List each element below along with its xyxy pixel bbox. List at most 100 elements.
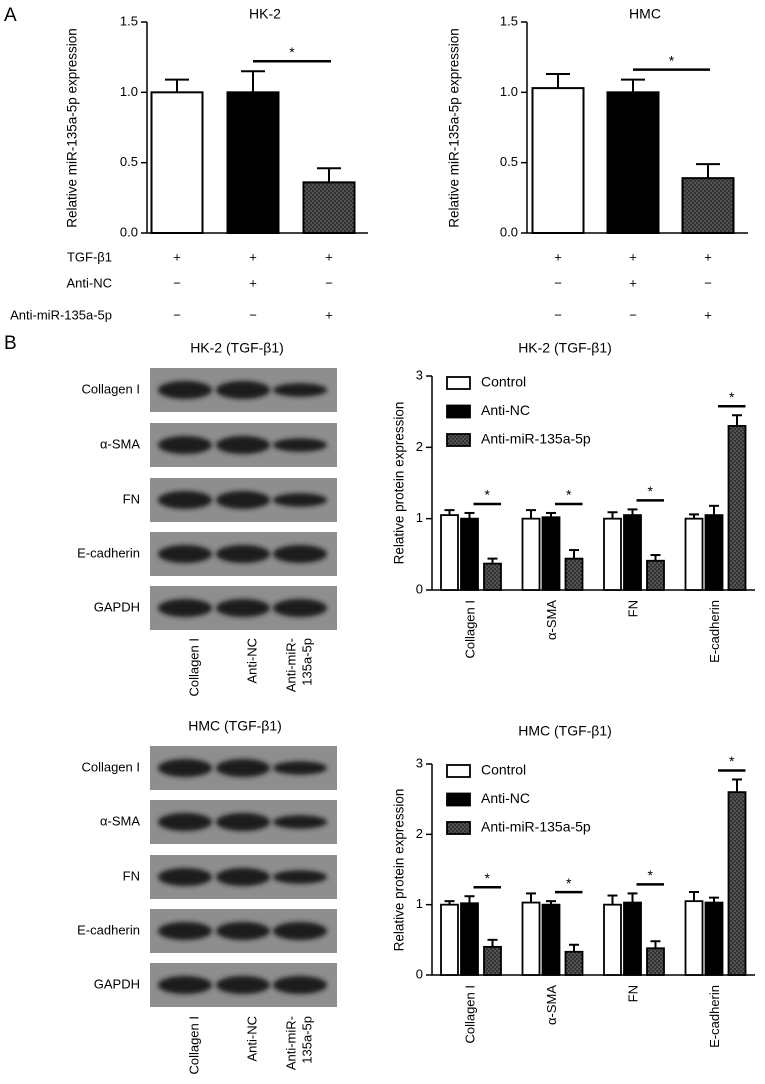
blot-lane-label: 135a-5p xyxy=(299,638,314,686)
row-sign: + xyxy=(173,249,181,264)
bar xyxy=(150,91,204,235)
significance-label: * xyxy=(289,44,295,60)
significance-label: * xyxy=(729,753,735,769)
bar xyxy=(646,947,665,976)
row-sign: + xyxy=(629,249,637,264)
x-tick-label: FN xyxy=(625,985,640,1002)
bar xyxy=(623,514,642,591)
significance-label: * xyxy=(485,870,491,886)
bar xyxy=(684,900,704,976)
chart-title: HK-2 xyxy=(249,6,281,22)
blot-band xyxy=(273,815,327,829)
y-tick-label: 2 xyxy=(416,826,423,841)
row-sign: − xyxy=(249,307,257,322)
significance-label: * xyxy=(485,487,491,503)
legend-swatch xyxy=(446,764,471,778)
blot-row-label: GAPDH xyxy=(94,599,140,614)
chart-title: HK-2 (TGF-β1) xyxy=(518,340,612,356)
bar xyxy=(727,791,747,976)
x-tick-label: Collagen I xyxy=(462,985,477,1044)
x-tick-label: α-SMA xyxy=(544,600,559,640)
blot-band xyxy=(216,922,270,940)
blot-band xyxy=(273,922,327,940)
blot-row-label: α-SMA xyxy=(100,436,140,451)
blot-band xyxy=(273,761,327,775)
y-tick-label: 1 xyxy=(416,510,423,525)
bar xyxy=(483,562,502,591)
bar xyxy=(521,901,541,976)
bar xyxy=(704,514,724,591)
blot-row-label: E-cadherin xyxy=(77,922,140,937)
significance-label: * xyxy=(648,483,654,499)
x-tick-label: E-cadherin xyxy=(707,985,722,1048)
blot-band xyxy=(158,491,212,509)
bar xyxy=(440,903,459,976)
blot-lane-label: Collagen I xyxy=(186,638,201,697)
row-sign: − xyxy=(704,275,712,290)
blot-title: HK-2 (TGF-β1) xyxy=(190,340,284,356)
legend-swatch xyxy=(446,792,471,807)
bar xyxy=(681,177,735,234)
bar xyxy=(646,559,665,591)
blot-row-label: α-SMA xyxy=(100,813,140,828)
blot-band xyxy=(216,759,270,777)
row-sign: − xyxy=(554,307,562,322)
legend-label: Anti-miR-135a-5p xyxy=(481,819,591,835)
blot-band xyxy=(273,493,327,507)
blot-band xyxy=(216,868,270,886)
row-sign: − xyxy=(629,307,637,322)
bar xyxy=(440,514,459,591)
blot-row-label: FN xyxy=(123,868,140,883)
row-sign: + xyxy=(325,307,333,322)
blot-row-label: FN xyxy=(123,491,140,506)
legend-swatch xyxy=(446,404,471,419)
y-axis-label: Relative protein expression xyxy=(392,402,407,565)
blot-band xyxy=(158,922,212,940)
row-sign: − xyxy=(325,275,333,290)
row-sign: + xyxy=(629,275,637,290)
blot-band xyxy=(216,813,270,831)
bar xyxy=(483,945,502,976)
bar xyxy=(460,902,479,976)
blot-band xyxy=(158,381,212,399)
significance-label: * xyxy=(669,52,675,68)
y-axis-label: Relative miR-135a-5p expression xyxy=(447,28,462,228)
blot-band xyxy=(216,436,270,454)
blot-band xyxy=(273,976,327,994)
blot-band xyxy=(158,759,212,777)
x-tick-label: E-cadherin xyxy=(707,600,722,663)
blot-band xyxy=(216,976,270,994)
blot-lane-label: 135a-5p xyxy=(299,1016,314,1064)
legend-swatch xyxy=(446,376,471,390)
y-tick-label: 1.0 xyxy=(500,84,518,99)
significance-label: * xyxy=(729,389,735,405)
blot-row-label: Collagen I xyxy=(81,381,140,396)
bar xyxy=(521,517,541,591)
blot-lane-label: Collagen I xyxy=(186,1016,201,1075)
significance-label: * xyxy=(648,867,654,883)
significance-label: * xyxy=(566,487,572,503)
y-tick-label: 0.0 xyxy=(120,224,138,239)
blot-band xyxy=(158,599,212,617)
blot-band xyxy=(273,870,327,884)
row-sign: + xyxy=(249,275,257,290)
bar xyxy=(226,91,280,235)
x-tick-label: α-SMA xyxy=(544,985,559,1025)
significance-label: * xyxy=(566,875,572,891)
panel-label: B xyxy=(4,333,17,354)
row-label: Anti-miR-135a-5p xyxy=(10,307,112,322)
blot-band xyxy=(158,436,212,454)
blot-row-label: E-cadherin xyxy=(77,545,140,560)
blot-band xyxy=(158,868,212,886)
legend-swatch xyxy=(446,433,471,447)
bar xyxy=(603,903,622,976)
blot-band xyxy=(273,383,327,397)
legend-label: Control xyxy=(481,374,526,390)
blot-row-label: Collagen I xyxy=(81,759,140,774)
bar xyxy=(531,87,585,235)
bar xyxy=(623,901,642,976)
chart-title: HMC (TGF-β1) xyxy=(518,723,612,739)
y-tick-label: 2 xyxy=(416,439,423,454)
bar xyxy=(704,901,724,976)
bar xyxy=(727,425,747,591)
